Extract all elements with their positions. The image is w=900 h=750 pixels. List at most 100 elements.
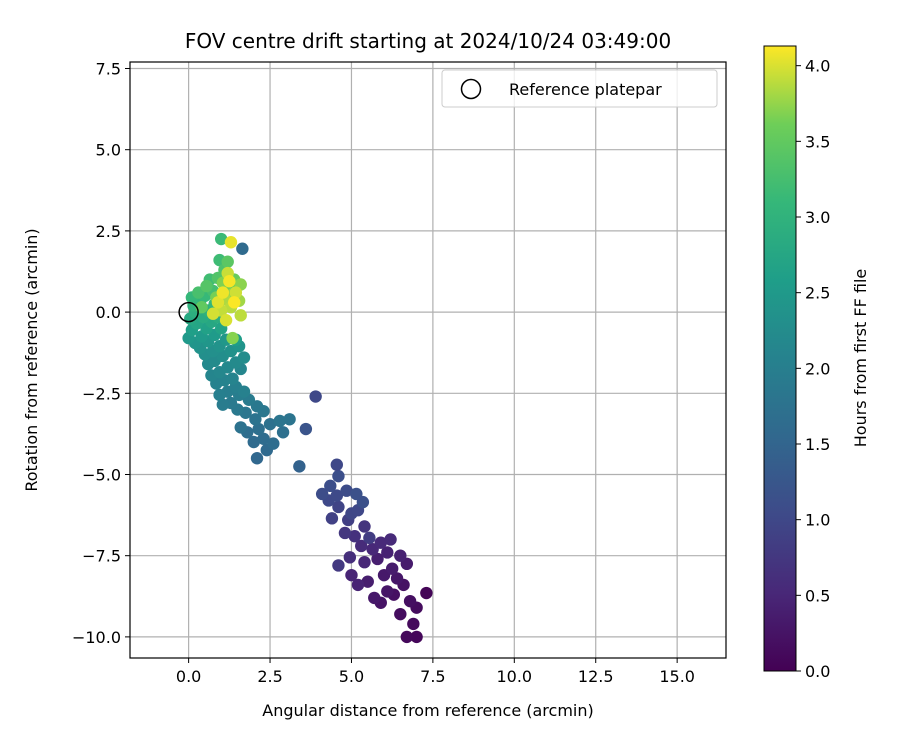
data-point: [221, 255, 234, 268]
data-point: [236, 242, 249, 255]
y-tick-label: −5.0: [82, 465, 121, 484]
data-point: [384, 533, 397, 546]
data-point: [315, 487, 329, 501]
data-point: [216, 398, 230, 411]
colorbar-tick-label: 0.5: [805, 586, 830, 605]
data-point: [234, 421, 247, 434]
data-point: [276, 426, 290, 439]
data-point: [358, 520, 371, 533]
legend: Reference platepar: [441, 69, 718, 108]
data-point: [325, 512, 339, 525]
data-point: [340, 484, 353, 497]
colorbar-tick-label: 0.0: [805, 662, 830, 681]
data-point: [228, 296, 241, 309]
data-point: [358, 555, 371, 569]
data-point: [385, 562, 399, 575]
colorbar-tick-label: 3.5: [805, 132, 830, 151]
x-tick-label: 15.0: [659, 667, 695, 686]
data-point: [283, 413, 296, 426]
data-point: [224, 236, 238, 249]
colorbar-tick-label: 4.0: [805, 57, 830, 76]
y-axis-ticks: 7.5 5.0 2.5 0.0 −2.5 −5.0 −7.5 −10.0: [72, 59, 130, 647]
data-point: [229, 286, 243, 299]
data-point: [234, 309, 247, 322]
data-points: [182, 232, 433, 644]
data-point: [257, 432, 270, 445]
reference-platepar-marker: [178, 301, 199, 323]
colorbar-tick-label: 1.0: [805, 511, 830, 530]
data-point: [374, 536, 387, 549]
x-axis-label: Angular distance from reference (arcmin): [262, 701, 593, 720]
y-tick-label: −10.0: [72, 628, 121, 647]
y-tick-label: −2.5: [82, 384, 121, 403]
data-point: [273, 414, 287, 428]
colorbar-tick-label: 2.0: [805, 359, 830, 378]
colorbar-gradient: [763, 45, 797, 672]
data-point: [226, 372, 239, 385]
y-tick-label: 7.5: [96, 59, 121, 78]
data-point: [252, 422, 265, 436]
data-point: [371, 552, 384, 566]
data-point: [293, 460, 306, 473]
x-tick-label: 0.0: [176, 667, 201, 686]
data-point: [363, 531, 376, 545]
data-point: [350, 487, 363, 501]
x-tick-label: 10.0: [496, 667, 532, 686]
data-point: [330, 489, 344, 502]
data-point: [381, 546, 394, 559]
y-tick-label: −7.5: [82, 547, 121, 566]
data-point: [403, 594, 417, 608]
data-point: [330, 458, 344, 471]
data-point: [237, 385, 251, 398]
data-point: [361, 575, 374, 588]
x-tick-label: 12.5: [578, 667, 614, 686]
data-point: [410, 630, 423, 644]
colorbar-tick-label: 2.5: [805, 284, 830, 303]
colorbar: 0.0 0.5 1.0 1.5 2.0 2.5 3.0 3.5 4.0 Hours from f…: [763, 45, 870, 681]
colorbar-tick-label: 3.0: [805, 208, 830, 227]
data-point: [211, 296, 225, 309]
data-point: [249, 413, 262, 426]
data-point: [351, 578, 365, 592]
y-tick-label: 0.0: [96, 303, 121, 322]
x-tick-label: 2.5: [257, 667, 282, 686]
legend-box: [441, 69, 718, 108]
data-point: [247, 435, 260, 449]
data-point: [250, 452, 264, 465]
data-point: [394, 607, 407, 621]
data-point: [338, 526, 352, 540]
data-point: [355, 539, 368, 553]
data-point: [219, 314, 233, 327]
data-point: [206, 307, 220, 320]
plot-frame: [129, 61, 727, 659]
data-point: [400, 630, 414, 644]
data-point: [394, 549, 407, 562]
data-point: [324, 479, 337, 493]
y-tick-label: 5.0: [96, 141, 121, 160]
data-point: [381, 585, 394, 598]
data-point: [200, 279, 213, 293]
data-point: [420, 586, 433, 600]
colorbar-ticks: 0.0 0.5 1.0 1.5 2.0 2.5 3.0 3.5 4.0: [796, 57, 830, 681]
data-point: [368, 591, 381, 605]
x-tick-label: 7.5: [420, 667, 445, 686]
data-point: [214, 232, 228, 246]
data-point: [216, 286, 230, 299]
data-point: [390, 572, 404, 585]
data-point: [332, 469, 345, 483]
chart-title: FOV centre drift starting at 2024/10/24 …: [185, 29, 671, 53]
data-point: [332, 559, 345, 572]
reference-marker: [178, 301, 199, 323]
x-tick-label: 5.0: [339, 667, 364, 686]
data-point: [348, 530, 361, 543]
data-point: [237, 351, 251, 364]
data-point: [407, 617, 420, 631]
data-point: [299, 422, 313, 436]
data-point: [267, 437, 280, 450]
data-point: [345, 568, 358, 582]
data-point: [263, 417, 277, 431]
colorbar-label: Hours from first FF file: [851, 269, 870, 448]
data-point: [213, 388, 226, 402]
colorbar-tick-label: 1.5: [805, 435, 830, 454]
